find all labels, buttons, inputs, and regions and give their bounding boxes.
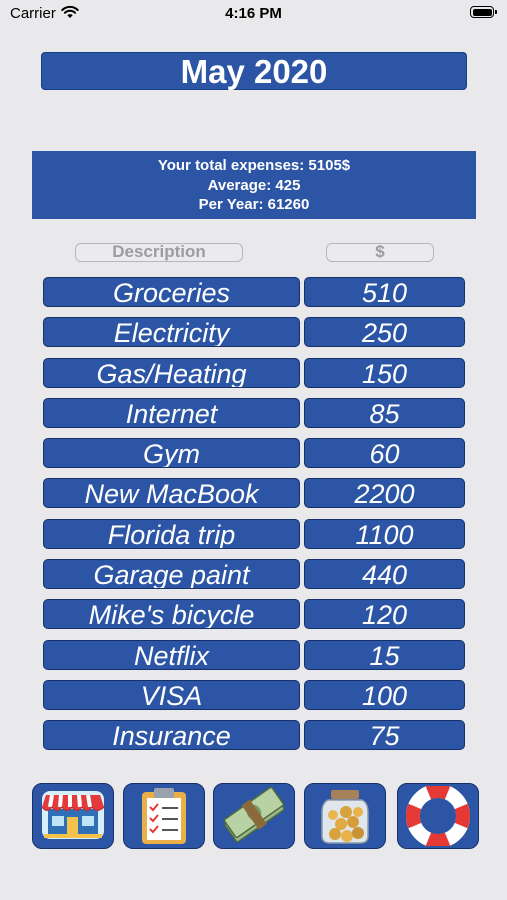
battery-icon: [470, 6, 497, 18]
expense-row: Groceries 510: [43, 277, 465, 307]
amount-column-header: $: [326, 243, 434, 262]
expense-description-field[interactable]: Groceries: [43, 277, 300, 307]
checklist-clipboard-icon: [142, 788, 186, 844]
savings-button[interactable]: [304, 783, 386, 849]
bottom-toolbar: [0, 783, 507, 853]
help-button[interactable]: [397, 783, 479, 849]
expense-amount-field[interactable]: 510: [304, 277, 465, 307]
expense-amount-field[interactable]: 2200: [304, 478, 465, 509]
total-expenses: Your total expenses: 5105$: [157, 157, 351, 174]
expense-row: Electricity 250: [43, 317, 465, 348]
expense-description-field[interactable]: Gym: [43, 438, 300, 469]
expense-row: VISA 100: [43, 679, 465, 710]
money-stack-icon: [223, 786, 285, 843]
description-column-header: Description: [75, 243, 243, 262]
expense-description-field[interactable]: Netflix: [43, 639, 300, 670]
expense-row: Netflix 15: [43, 639, 465, 670]
average-expense: Average: 425: [207, 176, 301, 194]
month-title[interactable]: May 2020: [41, 52, 467, 90]
expense-amount-field[interactable]: 100: [304, 679, 465, 710]
clock: 4:16 PM: [225, 5, 282, 22]
expense-row: Insurance 75: [43, 720, 465, 751]
expense-amount-field[interactable]: 440: [304, 559, 465, 590]
expense-amount-field[interactable]: 150: [304, 357, 465, 388]
wifi-icon: [61, 5, 79, 18]
expense-row: Mike's bicycle 120: [43, 599, 465, 630]
checklist-button[interactable]: [123, 783, 205, 849]
expense-row: Gas/Heating 150: [43, 357, 465, 388]
expense-description-field[interactable]: Florida trip: [43, 518, 300, 549]
expense-row: Gym 60: [43, 438, 465, 469]
store-icon: [41, 791, 105, 839]
expense-description-field[interactable]: New MacBook: [43, 478, 300, 509]
expense-description-field[interactable]: Electricity: [43, 317, 300, 348]
expense-row: Internet 85: [43, 397, 465, 428]
coin-jar-icon: [321, 790, 369, 844]
expense-list: Groceries 510 Electricity 250 Gas/Heatin…: [43, 277, 465, 761]
expense-row: New MacBook 2200: [43, 478, 465, 509]
expense-amount-field[interactable]: 15: [304, 639, 465, 670]
expense-description-field[interactable]: Mike's bicycle: [43, 599, 300, 630]
carrier-label: Carrier: [10, 5, 56, 22]
expense-description-field[interactable]: Internet: [43, 397, 300, 428]
expense-amount-field[interactable]: 250: [304, 317, 465, 348]
expense-description-field[interactable]: Garage paint: [43, 559, 300, 590]
per-year-expense: Per Year: 61260: [198, 196, 310, 213]
expense-description-field[interactable]: VISA: [43, 679, 300, 710]
money-button[interactable]: [213, 783, 295, 849]
expense-amount-field[interactable]: 1100: [304, 518, 465, 549]
expense-summary: Your total expenses: 5105$ Average: 425 …: [32, 151, 476, 219]
expense-amount-field[interactable]: 85: [304, 397, 465, 428]
expense-amount-field[interactable]: 60: [304, 438, 465, 469]
expense-row: Florida trip 1100: [43, 518, 465, 549]
expense-amount-field[interactable]: 75: [304, 720, 465, 751]
expense-description-field[interactable]: Gas/Heating: [43, 357, 300, 388]
store-button[interactable]: [32, 783, 114, 849]
expense-row: Garage paint 440: [43, 559, 465, 590]
status-bar: Carrier 4:16 PM: [0, 0, 507, 30]
lifebuoy-icon: [406, 786, 470, 846]
expense-description-field[interactable]: Insurance: [43, 720, 300, 751]
expense-amount-field[interactable]: 120: [304, 599, 465, 630]
